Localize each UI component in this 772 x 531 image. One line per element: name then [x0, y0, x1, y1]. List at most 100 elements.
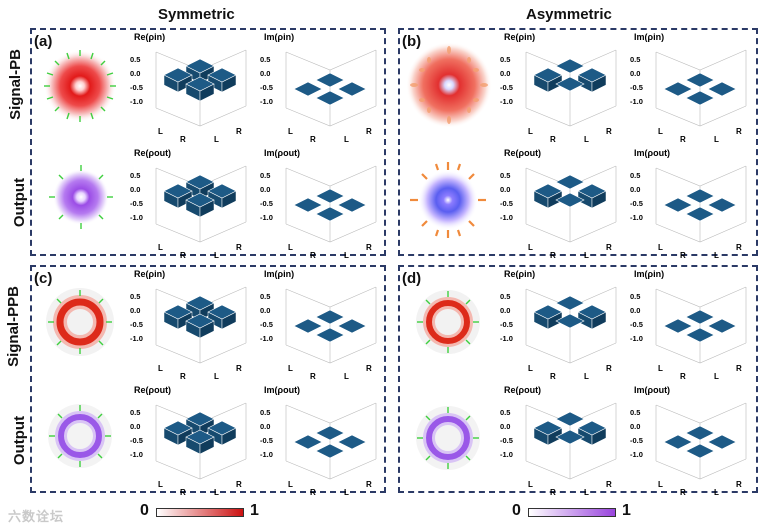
z-tick-label: -1.0	[260, 213, 273, 222]
matrix-bar	[293, 434, 323, 450]
z-tick-label: -0.5	[500, 83, 513, 92]
matrix-bar	[185, 313, 215, 339]
z-tick-label: -1.0	[500, 97, 513, 106]
matrix-im-left-1: Im(ρout) 0.5 0.0 -0.5 -1.0 L R L R	[260, 148, 377, 260]
beam-output-ppb-asymmetric	[416, 406, 480, 470]
basis-label: L	[528, 127, 533, 136]
matrix-bar	[207, 183, 237, 209]
basis-label: R	[236, 243, 242, 252]
basis-label: L	[214, 372, 219, 381]
matrix-title: Re(ρout)	[134, 385, 171, 395]
basis-label: R	[180, 372, 186, 381]
z-tick-label: 0.0	[500, 422, 510, 431]
basis-label: L	[528, 364, 533, 373]
z-tick-label: 0.5	[260, 171, 270, 180]
basis-label: R	[310, 251, 316, 260]
basis-label: R	[680, 488, 686, 497]
matrix-bar	[707, 434, 737, 450]
z-tick-label: 0.0	[130, 69, 140, 78]
matrix-im-right-1: Im(ρout) 0.5 0.0 -0.5 -1.0 L R L R	[630, 148, 747, 260]
z-tick-label: 0.5	[260, 292, 270, 301]
matrix-title: Im(ρout)	[264, 148, 300, 158]
watermark: 六数诠坛	[8, 509, 65, 524]
matrix-bar	[293, 318, 323, 334]
panel-a	[30, 28, 386, 256]
basis-label: R	[180, 135, 186, 144]
column-title-symmetric: Symmetric	[158, 6, 235, 23]
basis-label: R	[606, 243, 612, 252]
matrix-re-left-2: Re(ρin) 0.5 0.0 -0.5 -1.0 L R L R	[130, 269, 247, 381]
basis-label: L	[528, 243, 533, 252]
basis-label: L	[214, 251, 219, 260]
matrix-title: Re(ρin)	[134, 269, 165, 279]
matrix-bar	[315, 72, 345, 88]
basis-label: L	[288, 243, 293, 252]
matrix-bar	[577, 304, 607, 330]
matrix-bar	[577, 183, 607, 209]
basis-label: R	[180, 251, 186, 260]
basis-label: L	[658, 243, 663, 252]
z-tick-label: -1.0	[500, 213, 513, 222]
panel-label-a: (a)	[34, 33, 53, 50]
z-tick-label: -0.5	[630, 320, 643, 329]
basis-label: R	[550, 251, 556, 260]
basis-label: L	[658, 127, 663, 136]
z-tick-label: -1.0	[500, 450, 513, 459]
colorbar-red-max: 1	[250, 502, 259, 519]
basis-label: R	[550, 488, 556, 497]
matrix-bar	[685, 327, 715, 343]
basis-label: R	[366, 480, 372, 489]
z-tick-label: 0.5	[260, 408, 270, 417]
matrix-title: Im(ρout)	[634, 385, 670, 395]
basis-label: L	[288, 480, 293, 489]
z-tick-label: -0.5	[130, 320, 143, 329]
matrix-bar	[555, 411, 585, 427]
colorbar-purple-min: 0	[512, 502, 521, 519]
z-tick-label: 0.5	[500, 292, 510, 301]
basis-label: L	[584, 251, 589, 260]
matrix-bar	[185, 76, 215, 102]
z-tick-label: 0.5	[500, 171, 510, 180]
row-label-signal-pb: Signal-PB	[6, 49, 24, 120]
beam-signal-ppb-asymmetric	[416, 290, 480, 354]
basis-label: L	[288, 127, 293, 136]
matrix-bar	[685, 72, 715, 88]
z-tick-label: 0.0	[630, 422, 640, 431]
z-tick-label: 0.0	[260, 306, 270, 315]
z-tick-label: 0.0	[630, 306, 640, 315]
matrix-bar	[555, 313, 585, 329]
matrix-bar	[685, 206, 715, 222]
matrix-bar	[555, 58, 585, 74]
matrix-bar	[663, 318, 693, 334]
z-tick-label: -1.0	[260, 450, 273, 459]
z-tick-label: -1.0	[130, 334, 143, 343]
matrix-bar	[163, 420, 193, 446]
matrix-bar	[707, 318, 737, 334]
basis-label: R	[680, 372, 686, 381]
z-tick-label: -0.5	[500, 320, 513, 329]
matrix-bar	[185, 192, 215, 218]
basis-label: L	[714, 488, 719, 497]
matrix-bar	[685, 309, 715, 325]
basis-label: R	[310, 135, 316, 144]
basis-label: L	[214, 488, 219, 497]
basis-label: L	[584, 135, 589, 144]
matrix-bar	[185, 429, 215, 455]
beam-signal-pb-symmetric	[44, 50, 116, 122]
matrix-bar	[685, 443, 715, 459]
beam-signal-ppb-symmetric	[46, 288, 114, 356]
matrix-bar	[555, 192, 585, 208]
basis-label: L	[714, 135, 719, 144]
basis-label: R	[606, 364, 612, 373]
basis-label: R	[736, 243, 742, 252]
panel-label-c: (c)	[34, 270, 53, 287]
basis-label: L	[158, 364, 163, 373]
z-tick-label: -1.0	[630, 450, 643, 459]
beam-output-ppb-symmetric	[48, 404, 112, 468]
basis-label: L	[158, 127, 163, 136]
z-tick-label: -0.5	[500, 436, 513, 445]
matrix-im-right-0: Im(ρin) 0.5 0.0 -0.5 -1.0 L R L R	[630, 32, 747, 144]
matrix-bar	[533, 183, 563, 209]
matrix-bar	[533, 304, 563, 330]
z-tick-label: 0.0	[130, 422, 140, 431]
